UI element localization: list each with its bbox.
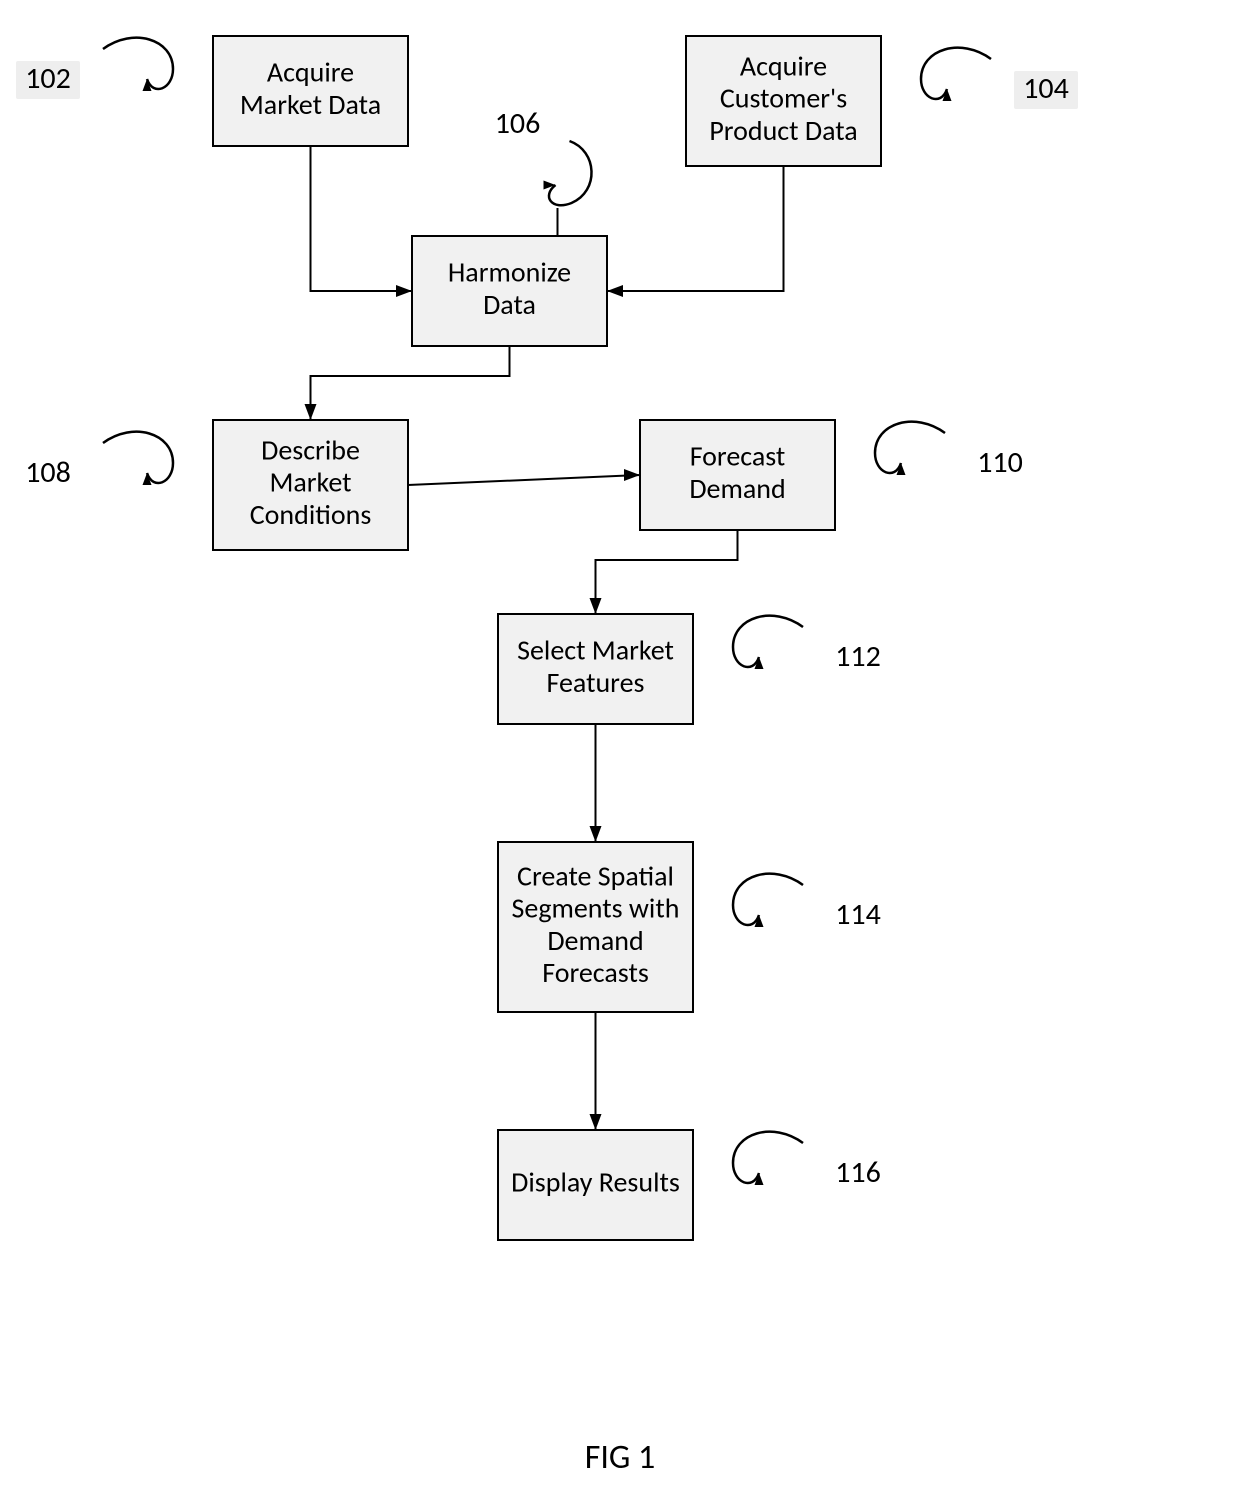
- flow-node-label: Data: [483, 287, 536, 322]
- flow-node-label: Product Data: [709, 113, 857, 148]
- flow-node-label: Harmonize: [448, 255, 571, 290]
- ref-number: 112: [835, 638, 881, 675]
- flow-node-label: Customer's: [720, 81, 847, 116]
- ref-curl: [733, 1132, 803, 1183]
- ref-curl: [103, 38, 173, 89]
- flow-edge: [311, 346, 510, 420]
- ref-curl: [875, 422, 945, 473]
- ref-number: 110: [977, 444, 1023, 481]
- flow-node-label: Market Data: [240, 87, 381, 122]
- flow-node-n104: AcquireCustomer'sProduct Data: [686, 36, 881, 166]
- figure-caption: FIG 1: [585, 1437, 656, 1478]
- flow-node-n102: AcquireMarket Data: [213, 36, 408, 146]
- flow-edge: [311, 146, 413, 291]
- ref-number: 114: [835, 896, 881, 933]
- flow-node-label: Display Results: [511, 1165, 680, 1200]
- ref-curl: [549, 141, 592, 205]
- flow-edge: [408, 475, 640, 485]
- ref-number: 116: [835, 1154, 881, 1191]
- flow-node-n114: Create SpatialSegments withDemandForecas…: [498, 842, 693, 1012]
- flow-node-label: Conditions: [250, 497, 372, 532]
- flow-edge: [596, 530, 738, 614]
- ref-curl: [733, 616, 803, 667]
- flow-node-label: Describe: [261, 432, 360, 467]
- flow-node-label: Create Spatial: [517, 858, 674, 893]
- flow-node-label: Market: [269, 465, 351, 500]
- ref-curl: [921, 48, 991, 99]
- flow-node-label: Forecasts: [542, 955, 649, 990]
- ref-number: 104: [1023, 70, 1069, 107]
- flow-node-label: Acquire: [267, 55, 354, 90]
- flow-node-label: Acquire: [740, 48, 827, 83]
- flow-node-label: Demand: [547, 923, 643, 958]
- ref-curl: [733, 874, 803, 925]
- flow-node-n110: ForecastDemand: [640, 420, 835, 530]
- flowchart-canvas: AcquireMarket DataAcquireCustomer'sProdu…: [0, 0, 1240, 1503]
- flow-node-n108: DescribeMarketConditions: [213, 420, 408, 550]
- ref-number: 106: [495, 105, 541, 142]
- flow-node-label: Features: [547, 665, 645, 700]
- flow-node-label: Demand: [689, 471, 785, 506]
- flow-node-n106: HarmonizeData: [412, 236, 607, 346]
- flow-node-label: Forecast: [690, 439, 786, 474]
- flow-node-label: Segments with: [512, 891, 680, 926]
- flow-node-label: Select Market: [517, 633, 674, 668]
- ref-curl: [103, 432, 173, 483]
- flow-node-n116: Display Results: [498, 1130, 693, 1240]
- flow-node-n112: Select MarketFeatures: [498, 614, 693, 724]
- flow-edge: [607, 166, 784, 291]
- ref-number: 108: [25, 454, 71, 491]
- ref-number: 102: [25, 60, 71, 97]
